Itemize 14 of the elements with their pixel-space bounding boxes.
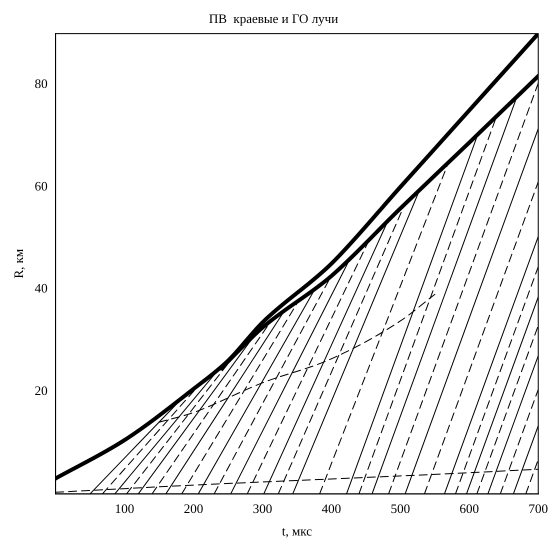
x-tick-label: 400 <box>322 501 342 516</box>
y-tick-label: 60 <box>34 178 48 194</box>
y-tick-label: 20 <box>34 382 48 398</box>
x-tick-label: 500 <box>390 501 410 516</box>
x-tick-label: 600 <box>460 501 480 516</box>
x-tick-label: 200 <box>184 501 204 516</box>
chart-title: ПВ краевые и ГО лучи <box>208 11 338 26</box>
y-axis-title: R, км <box>11 248 26 279</box>
y-tick-label: 80 <box>34 76 48 92</box>
x-tick-label: 300 <box>252 501 272 516</box>
x-tick-label: 700 <box>528 501 548 516</box>
x-axis-title: t, мкс <box>282 524 312 539</box>
y-tick-label: 40 <box>34 280 48 296</box>
x-tick-label: 100 <box>114 501 134 516</box>
